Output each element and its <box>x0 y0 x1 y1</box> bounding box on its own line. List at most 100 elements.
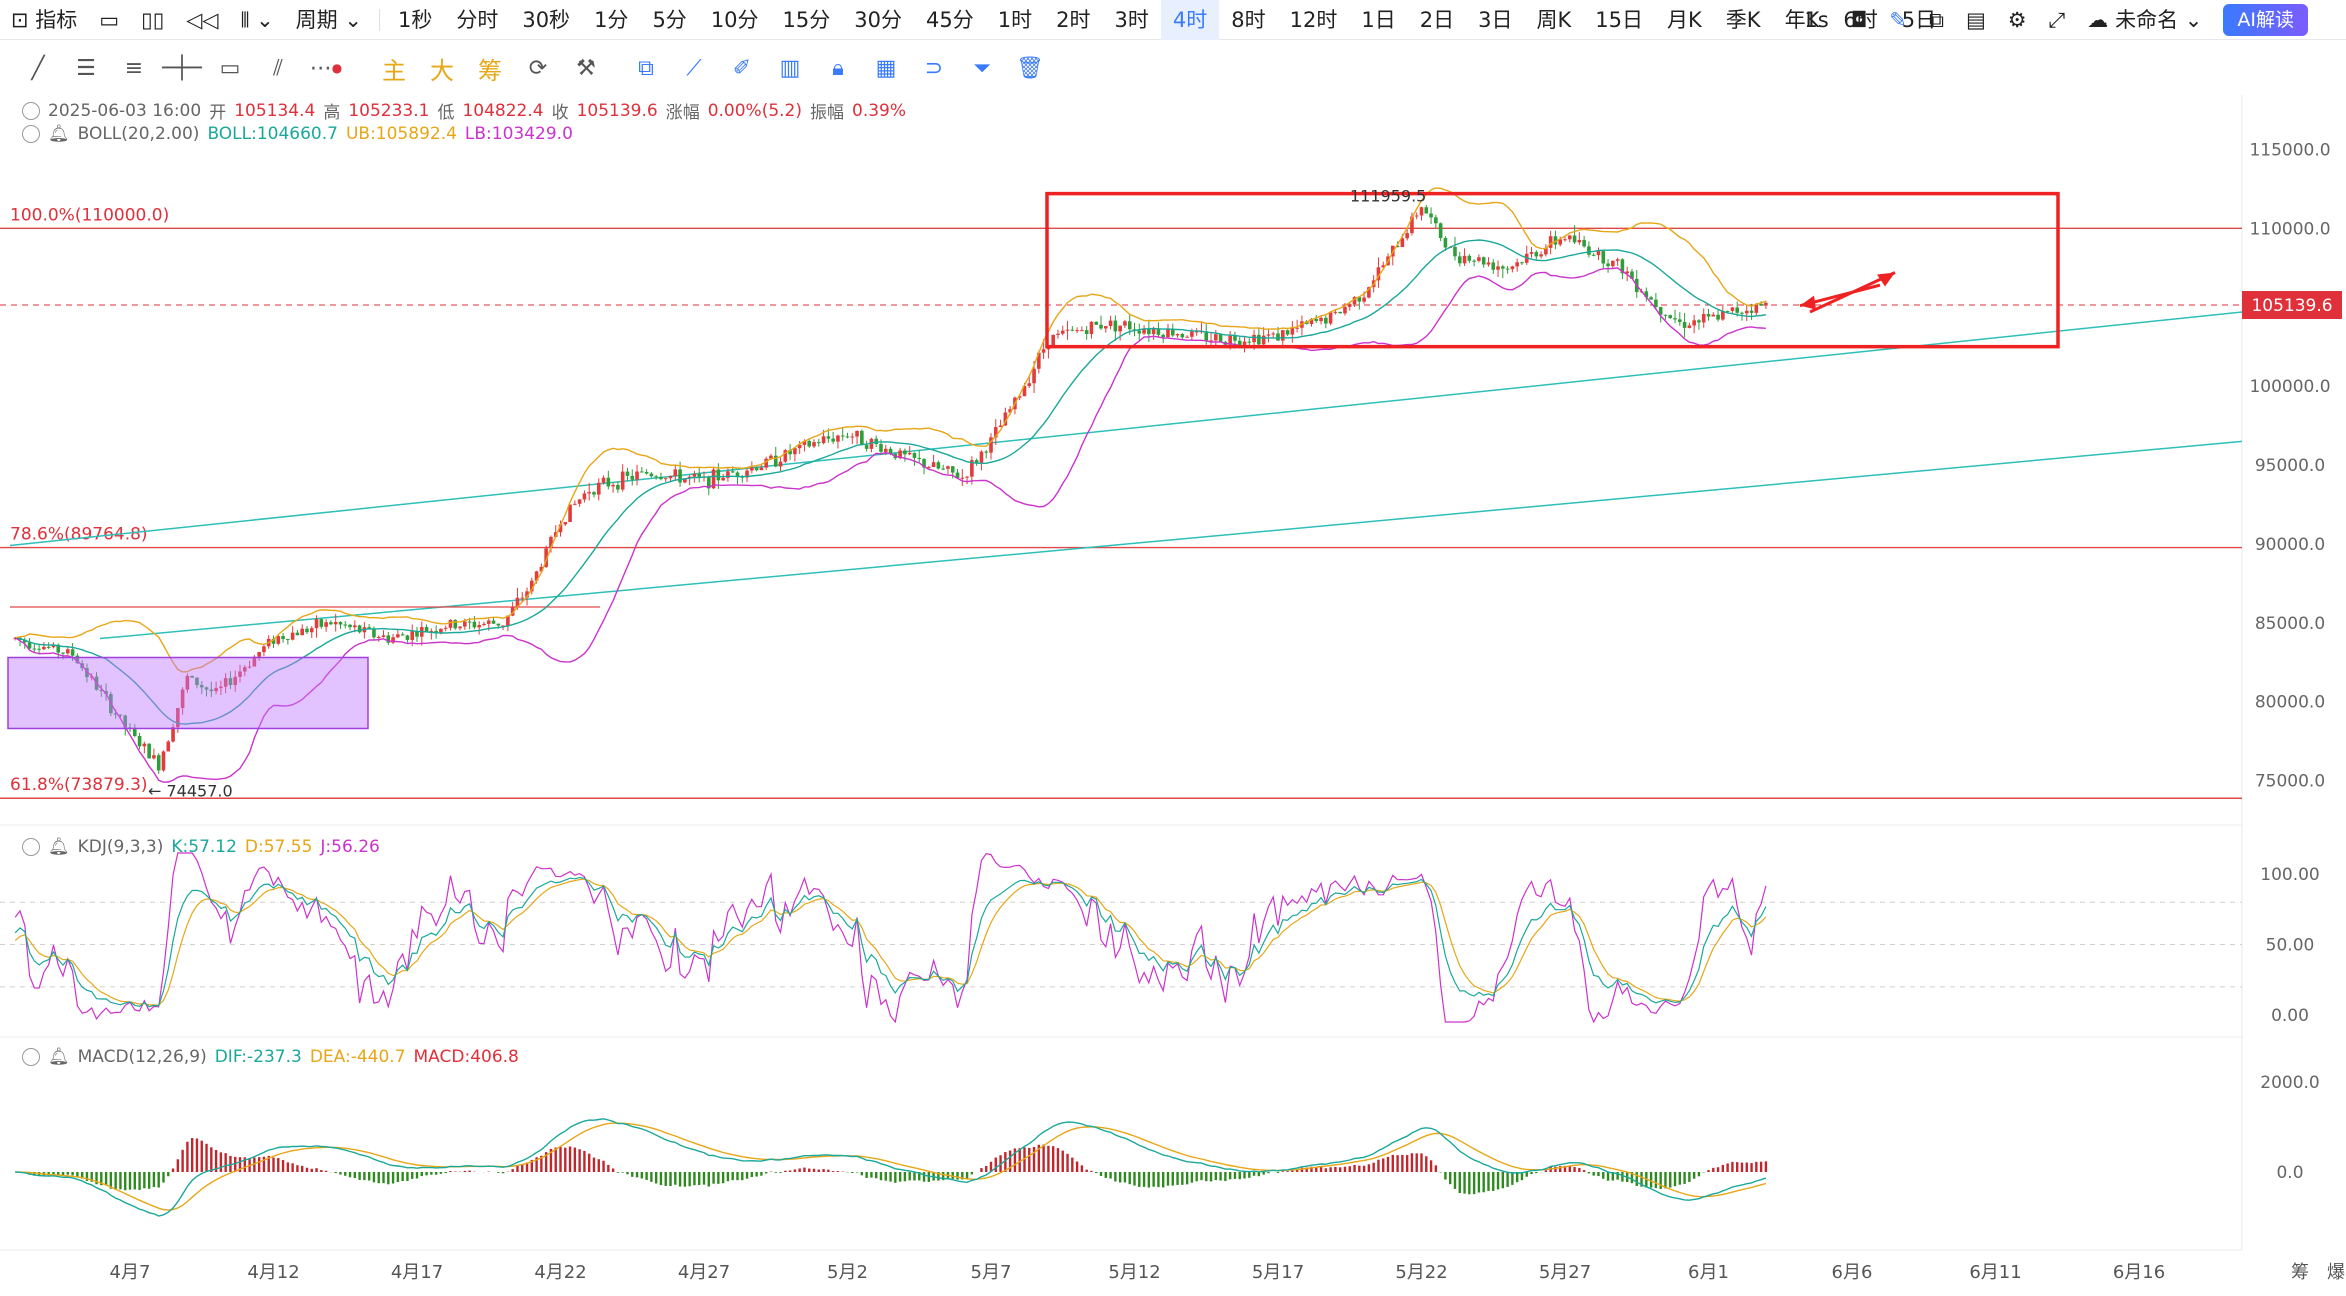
candle-body <box>1247 341 1252 343</box>
candles-icon[interactable]: ▥ <box>779 55 801 81</box>
period-tab[interactable]: 15日 <box>1595 7 1643 32</box>
period-dropdown[interactable]: 周期 ⌄ <box>295 7 362 32</box>
sync-icon[interactable]: ⟳ <box>528 55 548 81</box>
chart-type-icon[interactable]: ⫴ ⌄ <box>240 7 274 32</box>
period-tab[interactable]: 2时 <box>1056 7 1091 32</box>
period-tab[interactable]: 年K <box>1784 7 1820 32</box>
period-tab[interactable]: 季K <box>1725 7 1761 32</box>
draw-pen-icon[interactable]: ✎ <box>1889 8 1907 32</box>
period-tab[interactable]: 45分 <box>926 7 974 32</box>
candle-body <box>1443 238 1448 248</box>
candle-body <box>1663 314 1668 316</box>
period-tab[interactable]: 3时 <box>1114 7 1149 32</box>
period-tab[interactable]: 月K <box>1667 7 1702 32</box>
more-tools-icon[interactable]: ⋯ ● <box>309 55 343 81</box>
trash-icon[interactable]: 🗑︎ <box>1016 55 1044 81</box>
notes-icon[interactable]: ▦ <box>875 55 897 81</box>
candle-body <box>1577 239 1582 243</box>
candle-body <box>1338 311 1342 314</box>
candle-body <box>1395 245 1400 248</box>
line-tool-icon[interactable]: ╱ <box>31 55 45 81</box>
magnet-icon[interactable]: ⊃ <box>924 55 944 81</box>
period-tab[interactable]: 5分 <box>652 7 687 32</box>
period-tab[interactable]: 1秒 <box>397 7 433 32</box>
eye-icon[interactable] <box>22 838 40 856</box>
candle-body <box>592 492 596 495</box>
eye-icon[interactable] <box>22 1048 40 1066</box>
candle-body <box>46 646 51 648</box>
period-tab[interactable]: 2日 <box>1419 7 1455 32</box>
copy-icon[interactable]: ⧉ <box>638 55 654 81</box>
candle-body <box>300 628 304 636</box>
rectangle-tool-icon[interactable]: ▭ <box>219 55 241 81</box>
brush-icon[interactable]: ✐ <box>732 55 752 81</box>
calendar-icon[interactable]: ▭ <box>99 7 120 32</box>
lock-icon[interactable]: 🔒︎ <box>832 55 844 81</box>
top-toolbar: ⊡ 指标 ▭ ▯▯ ◁◁ ⫴ ⌄ 周期 ⌄ 1秒 分时 30秒 1分 5分 10分 15分 3… <box>0 0 2346 40</box>
chart-canvas[interactable]: 115000.0110000.0105000.0100000.095000.09… <box>0 95 2346 1296</box>
horizontal-line-icon[interactable]: ─┼─ <box>162 55 202 81</box>
candle-body <box>1022 385 1027 397</box>
window-icon[interactable]: ⧉ <box>1928 8 1944 32</box>
period-tab[interactable]: 分时 <box>456 7 499 32</box>
filter-icon[interactable]: ⏷ <box>973 55 991 81</box>
candle-body <box>51 644 56 648</box>
period-tab[interactable]: 12时 <box>1289 7 1338 32</box>
replay-icon[interactable]: ◁◁ <box>186 7 219 32</box>
period-tab[interactable]: 6时 <box>1843 7 1878 32</box>
candle-body <box>496 623 501 626</box>
candle-body <box>979 451 984 463</box>
bell-icon[interactable]: 🔔︎ <box>48 1047 70 1067</box>
ai-analysis-button[interactable]: AI解读 <box>2223 4 2308 36</box>
candle-body <box>1539 254 1543 257</box>
candle-body <box>219 686 223 689</box>
indicators-button[interactable]: ⊡ 指标 <box>11 7 78 32</box>
period-tab[interactable]: 30秒 <box>522 7 571 32</box>
period-tab[interactable]: 1时 <box>997 7 1033 32</box>
large-order-button[interactable]: 大 <box>430 56 454 85</box>
period-tab[interactable]: 5日 <box>1901 7 1937 32</box>
fullscreen-icon[interactable]: ⤢ <box>2048 8 2066 32</box>
tool-settings-icon[interactable]: ⚒ <box>576 55 596 81</box>
candle-body <box>1367 287 1371 298</box>
parallel-tool-icon[interactable]: ☰ <box>76 55 96 81</box>
layout-name-dropdown[interactable]: ☁ 未命名 ⌄ <box>2087 8 2203 32</box>
period-tab[interactable]: 15分 <box>782 7 831 32</box>
period-tab[interactable]: 4时 <box>1160 0 1220 40</box>
chips-button[interactable]: 筹 <box>478 56 502 85</box>
save-icon[interactable]: ▤ <box>1965 8 1986 32</box>
candle-body <box>372 628 376 638</box>
period-tab[interactable]: 1分 <box>594 7 629 32</box>
low-price-marker: ← 74457.0 <box>148 781 233 800</box>
eye-icon[interactable] <box>22 125 40 143</box>
period-tab[interactable]: 30分 <box>854 7 903 32</box>
candle-body <box>185 675 190 690</box>
candle-body <box>1477 257 1481 261</box>
bell-icon[interactable]: 🔔︎ <box>48 124 70 144</box>
ruler-icon[interactable]: ⟋ <box>686 55 702 81</box>
candle-body <box>573 503 577 505</box>
candle-body <box>1295 327 1299 329</box>
camera-icon[interactable]: ◘ <box>1850 8 1868 32</box>
period-tab[interactable]: 10分 <box>710 7 759 32</box>
candle-body <box>1587 246 1591 255</box>
interval-label[interactable]: 1s <box>1804 8 1829 32</box>
fib-tool-icon[interactable]: ⫽ <box>273 55 283 81</box>
date-tick-label: 5月17 <box>1252 1262 1304 1283</box>
candle-body <box>1127 321 1132 330</box>
layout-icon[interactable]: ▯▯ <box>141 7 165 32</box>
date-tick-label: 5月12 <box>1108 1262 1160 1283</box>
period-tab[interactable]: 3日 <box>1478 7 1513 32</box>
channel-tool-icon[interactable]: ≡ <box>124 55 144 81</box>
main-indicator-button[interactable]: 主 <box>382 56 406 85</box>
period-tab[interactable]: 8时 <box>1231 7 1266 32</box>
eye-icon[interactable] <box>22 101 40 120</box>
price-tick-label: 100000.0 <box>2249 377 2330 397</box>
candle-body <box>750 467 754 471</box>
gear-icon[interactable]: ⚙ <box>2007 8 2027 32</box>
candle-body <box>1276 333 1280 341</box>
boll-upper-line <box>15 187 1767 673</box>
period-tab[interactable]: 1日 <box>1361 7 1396 32</box>
bell-icon[interactable]: 🔔︎ <box>48 837 70 857</box>
period-tab[interactable]: 周K <box>1536 7 1572 32</box>
